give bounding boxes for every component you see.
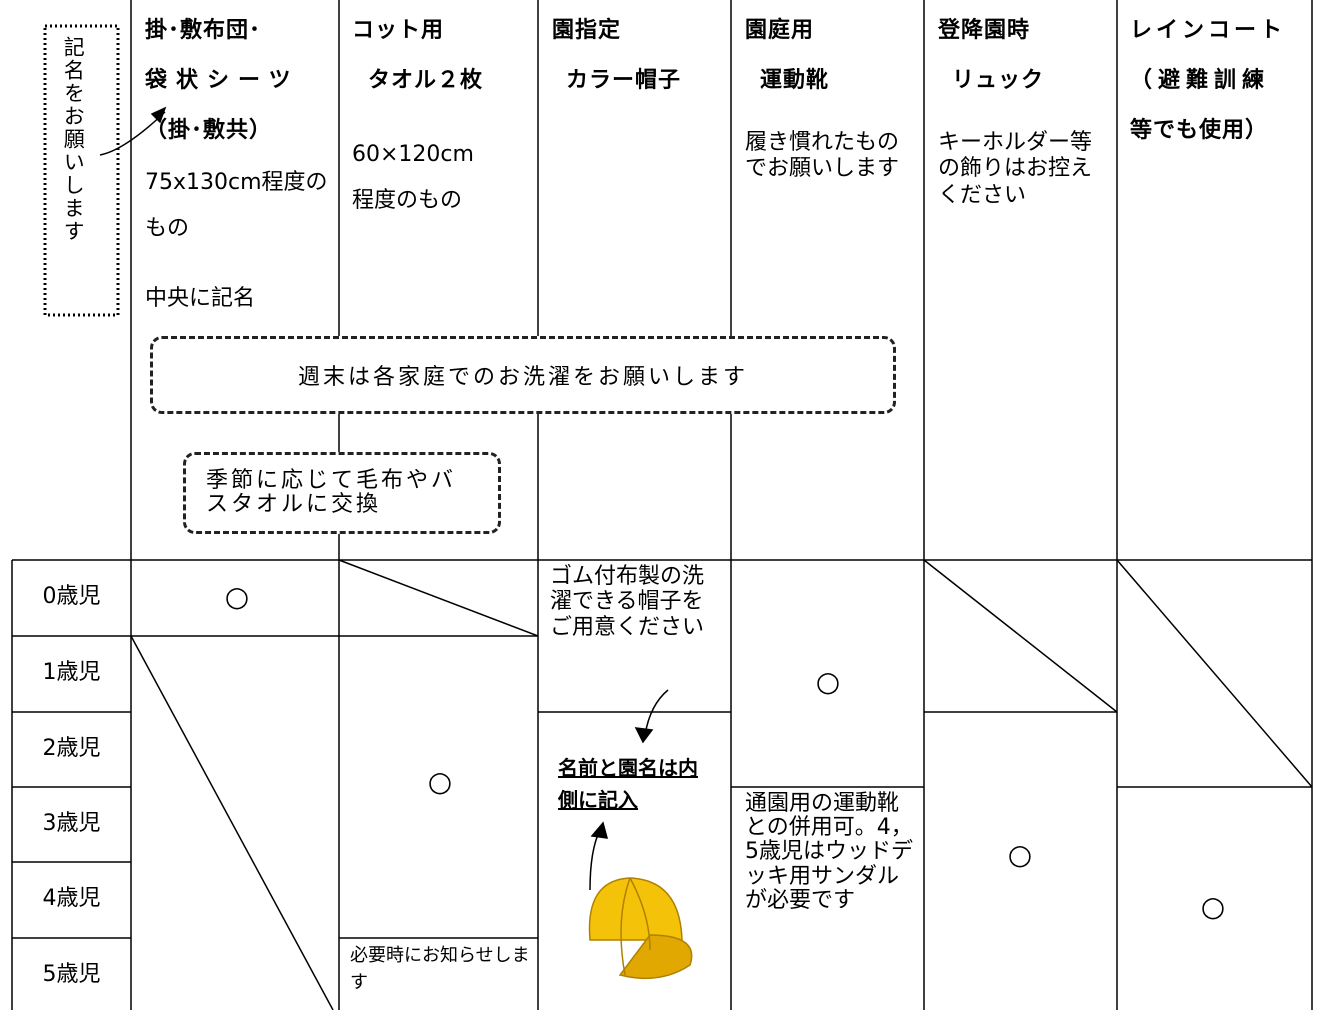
grid: [11, 0, 1313, 1010]
column-title: （掛･敷共）: [145, 118, 273, 143]
circle-mark: ○: [815, 665, 841, 698]
arrow-head: [590, 821, 609, 839]
age-label: 1歳児: [42, 660, 101, 685]
column-title: 等でも使用）: [1130, 118, 1269, 143]
column-title: リュック: [952, 68, 1045, 93]
age-label: 0歳児: [42, 584, 101, 609]
notice-box: 季節に応じて毛布やバスタオルに交換: [183, 452, 501, 534]
column-note: 履き慣れたものでお願いします: [745, 130, 900, 182]
column-title: 掛･敷布団･: [145, 18, 262, 43]
circle-mark: ○: [224, 580, 250, 613]
column-title: カラー帽子: [566, 68, 682, 93]
column-title: 登降園時: [938, 18, 1031, 43]
column-title: 園庭用: [745, 18, 815, 43]
age-label: 2歳児: [42, 736, 101, 761]
cot-note: 必要時にお知らせします: [350, 945, 530, 993]
column-title: 園指定: [552, 18, 622, 43]
column-note: 程度のもの: [352, 188, 463, 213]
column-title: 袋状シーツ: [145, 68, 300, 93]
column-note: 中央に記名: [145, 286, 256, 311]
arrow-head: [150, 106, 167, 124]
age-label: 5歳児: [42, 962, 101, 987]
notice-box: 週末は各家庭でのお洗濯をお願いします: [150, 336, 896, 414]
side-label: 記名をお願いします: [61, 36, 86, 243]
cap-label: 名前と園名は内側に記入: [558, 756, 698, 812]
column-title: コット用: [352, 18, 445, 43]
column-note: キーホルダー等の飾りはお控えください: [938, 130, 1093, 208]
age-label: 3歳児: [42, 811, 101, 836]
cap-note: ゴム付布製の洗濯できる帽子をご用意ください: [550, 564, 705, 640]
column-title: （避難訓練: [1130, 68, 1271, 93]
column-note: 75x130cm程度のもの: [145, 170, 328, 242]
circle-mark: ○: [1007, 838, 1033, 871]
circle-mark: ○: [1200, 890, 1226, 923]
column-note: 60×120cm: [352, 142, 474, 167]
column-title: 運動靴: [760, 68, 830, 93]
arrow: [589, 829, 601, 891]
column-title: タオル２枚: [368, 68, 484, 93]
cap-illustration: [588, 877, 693, 980]
arrow-head: [634, 727, 654, 744]
column-title: レインコート: [1130, 18, 1287, 43]
age-label: 4歳児: [42, 886, 101, 911]
shoes-note: 通園用の運動靴との併用可。4，5歳児はウッドデッキ用サンダルが必要です: [745, 791, 913, 913]
circle-mark: ○: [427, 765, 453, 798]
label-box: [43, 24, 120, 317]
